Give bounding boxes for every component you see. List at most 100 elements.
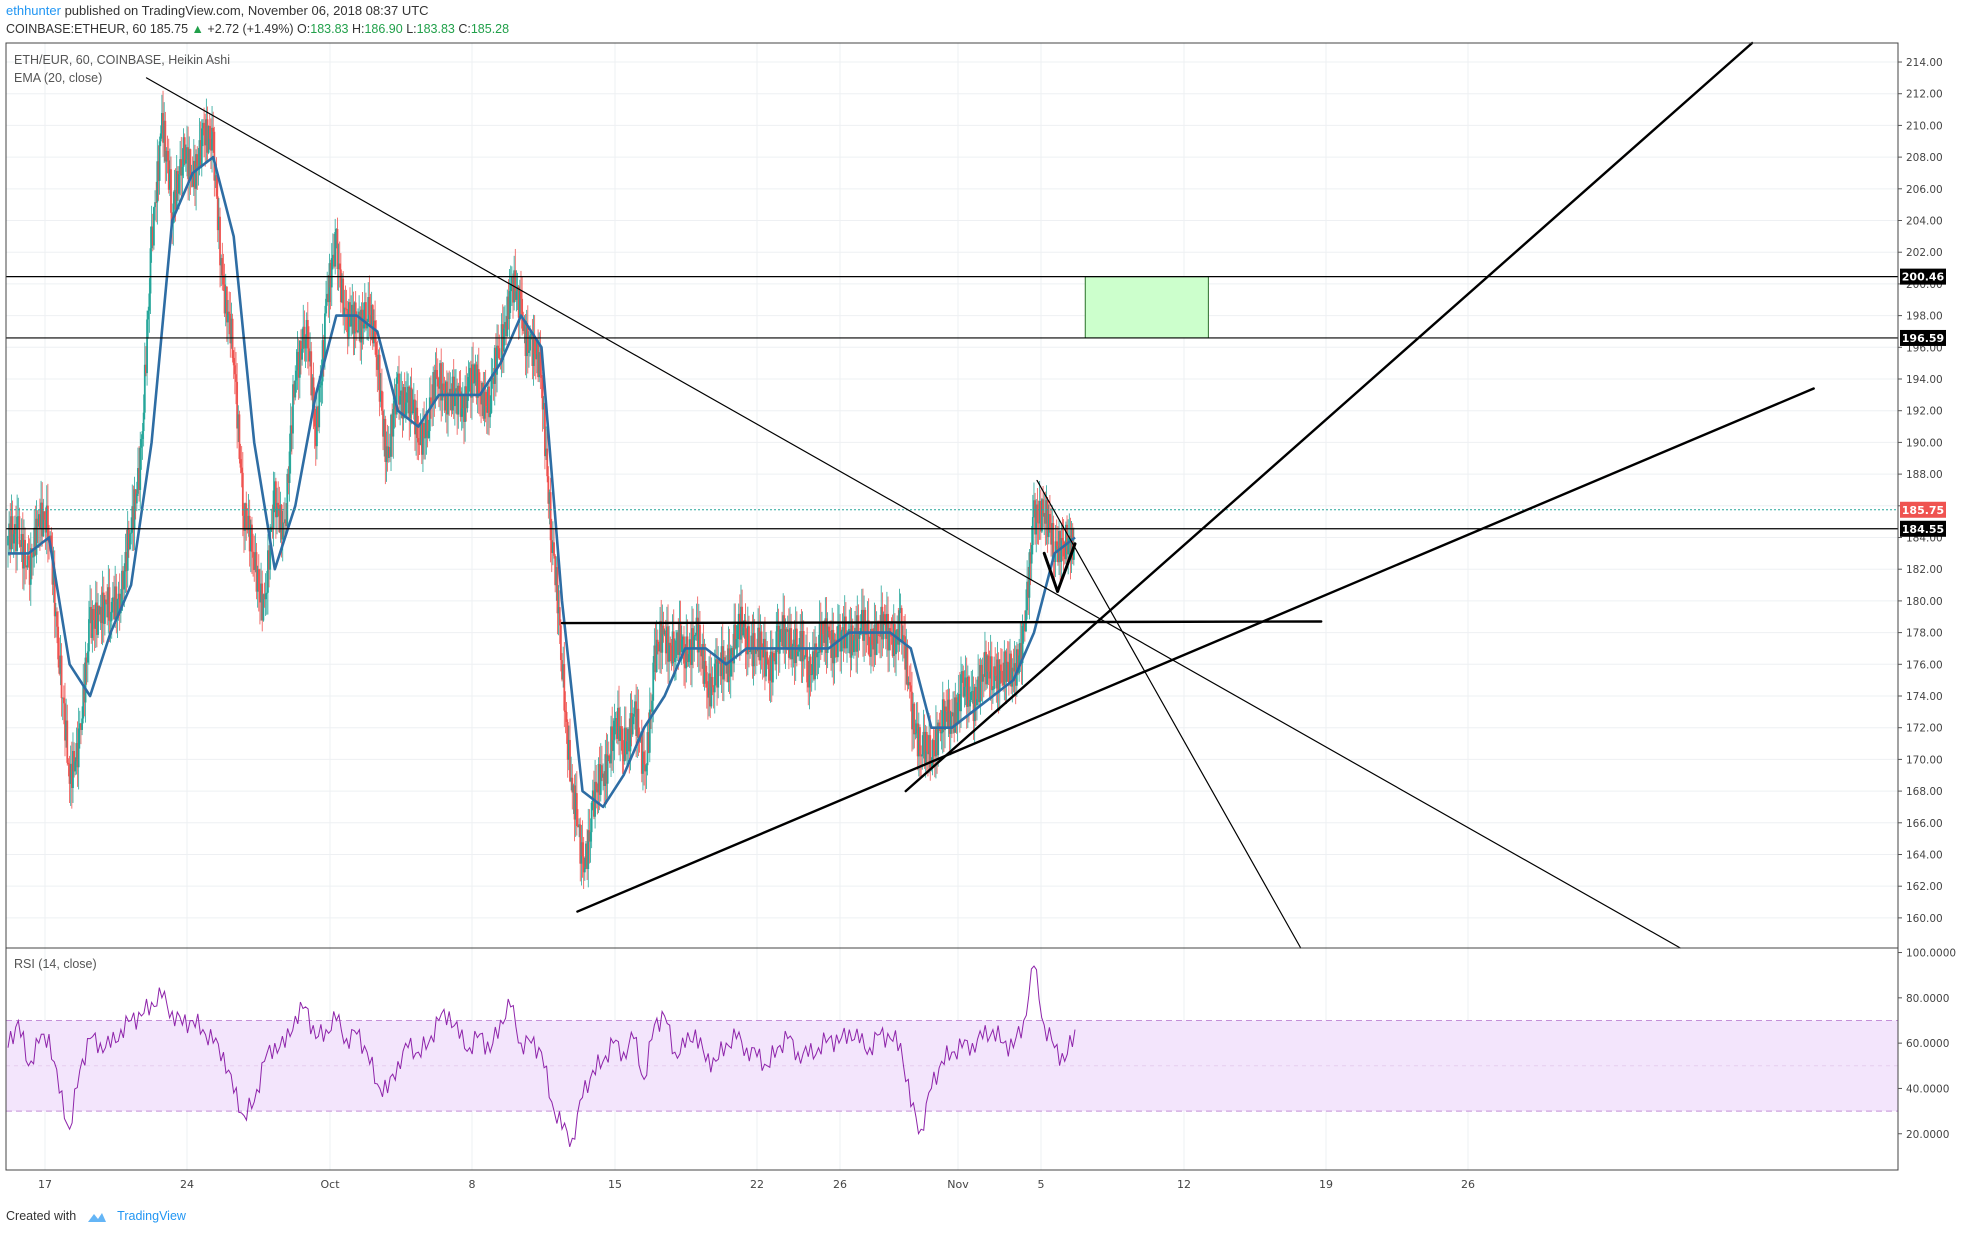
trendline-drawings[interactable] [6, 41, 1898, 949]
candle-body [574, 793, 577, 820]
time-tick-label[interactable]: 5 [1038, 1178, 1045, 1191]
rsi-tick-label[interactable]: 60.0000 [1906, 1038, 1949, 1050]
rsi-axis[interactable]: 20.0000 40.0000 60.0000 80.0000 100.0000 [1898, 948, 1956, 1141]
candle-body [520, 290, 522, 299]
candle-body [260, 583, 262, 603]
price-tick-label[interactable]: 174.00 [1906, 691, 1943, 703]
candle-body [26, 555, 29, 568]
rsi-tick-label[interactable]: 100.0000 [1906, 948, 1956, 960]
time-tick-label[interactable]: 15 [608, 1178, 622, 1191]
candle-body [418, 442, 421, 445]
candle-body [984, 651, 986, 677]
price-tick-label[interactable]: 162.00 [1906, 881, 1943, 893]
candle-body [988, 671, 991, 679]
candle-body [636, 708, 639, 737]
candle-body [637, 708, 640, 738]
candle-body [532, 336, 535, 367]
price-tick-label[interactable]: 190.00 [1906, 437, 1943, 449]
candle-body [200, 128, 203, 167]
price-tick-label[interactable]: 188.00 [1906, 469, 1943, 481]
time-tick-label[interactable]: Nov [947, 1178, 969, 1191]
time-axis[interactable]: 17 24 Oct 8 15 22 26 Nov 5 12 19 26 [38, 1178, 1475, 1191]
candle-body [586, 843, 588, 870]
descending-trendline[interactable] [145, 77, 1681, 949]
price-tick-label[interactable]: 212.00 [1906, 89, 1943, 101]
candle-body [533, 336, 536, 354]
candle-body [966, 676, 969, 707]
tradingview-brand[interactable]: TradingView [117, 1209, 186, 1223]
rsi-legend[interactable]: RSI (14, close) [14, 957, 97, 971]
green-target-zone[interactable] [1084, 276, 1209, 339]
neckline-trendline[interactable] [560, 620, 1323, 625]
time-tick-label[interactable]: 19 [1319, 1178, 1333, 1191]
candle-body [465, 386, 468, 409]
candle-body [597, 764, 600, 793]
rsi-pane-frame [5, 947, 1899, 1171]
candle-body [970, 691, 973, 700]
price-tick-label[interactable]: 198.00 [1906, 311, 1943, 323]
candle-body [442, 383, 445, 391]
candle-body [1043, 513, 1046, 517]
candle-body [75, 743, 78, 762]
time-tick-label[interactable]: 26 [833, 1178, 847, 1191]
candle-body [73, 750, 76, 772]
candle-body [704, 660, 707, 673]
price-tick-label[interactable]: 192.00 [1906, 406, 1943, 418]
price-tick-label[interactable]: 160.00 [1906, 913, 1943, 925]
rsi-tick-label[interactable]: 80.0000 [1906, 993, 1949, 1005]
candle-body [766, 651, 769, 660]
price-tick-label[interactable]: 202.00 [1906, 247, 1943, 259]
candle-body [394, 400, 397, 415]
rsi-tick-label[interactable]: 40.0000 [1906, 1083, 1949, 1095]
price-tick-label[interactable]: 178.00 [1906, 628, 1943, 640]
time-tick-label[interactable]: 8 [469, 1178, 476, 1191]
price-tick-label[interactable]: 172.00 [1906, 723, 1943, 735]
time-tick-label[interactable]: Oct [320, 1178, 340, 1191]
ascending-support-trendline[interactable] [576, 387, 1815, 913]
price-tick-label[interactable]: 166.00 [1906, 818, 1943, 830]
steep-ascending-trendline[interactable] [904, 41, 1754, 793]
candle-body [203, 122, 205, 136]
price-tick-label[interactable]: 206.00 [1906, 184, 1943, 196]
candle-body [100, 606, 103, 624]
close-label: C: [458, 22, 471, 36]
candle-body [635, 701, 638, 737]
candle-body [767, 659, 770, 670]
price-tick-label[interactable]: 204.00 [1906, 216, 1943, 228]
pennant-upper-trendline[interactable] [1036, 479, 1302, 949]
price-tick-label[interactable]: 194.00 [1906, 374, 1943, 386]
ema-legend[interactable]: EMA (20, close) [14, 71, 102, 85]
price-tick-label[interactable]: 210.00 [1906, 120, 1943, 132]
price-tick-label[interactable]: 214.00 [1906, 57, 1943, 69]
time-tick-label[interactable]: 24 [180, 1178, 194, 1191]
time-tick-label[interactable]: 26 [1461, 1178, 1475, 1191]
price-tick-label[interactable]: 164.00 [1906, 849, 1943, 861]
price-tick-label[interactable]: 182.00 [1906, 564, 1943, 576]
checkmark-right-stroke[interactable] [1056, 542, 1077, 593]
candle-body [850, 625, 853, 658]
price-tick-label[interactable]: 170.00 [1906, 754, 1943, 766]
price-tick-label[interactable]: 180.00 [1906, 596, 1943, 608]
price-tick-label[interactable]: 208.00 [1906, 152, 1943, 164]
author-link[interactable]: ethhunter [6, 3, 61, 18]
candle-body [173, 190, 176, 204]
candle-body [878, 634, 880, 636]
main-legend[interactable]: ETH/EUR, 60, COINBASE, Heikin Ashi [14, 53, 230, 67]
time-tick-label[interactable]: 12 [1177, 1178, 1191, 1191]
candle-body [956, 702, 959, 724]
price-axis[interactable]: 160.00 162.00 164.00 166.00 168.00 170.00 172.… [1898, 57, 1943, 925]
checkmark-left-stroke[interactable] [1042, 551, 1060, 593]
candle-body [889, 628, 892, 635]
candle-body [463, 395, 465, 422]
candle-body [449, 388, 452, 396]
candle-body [142, 412, 145, 432]
candle-body [713, 663, 716, 693]
price-tick-label[interactable]: 168.00 [1906, 786, 1943, 798]
price-tick-label[interactable]: 176.00 [1906, 659, 1943, 671]
candle-body [949, 712, 952, 734]
candle-body [697, 625, 700, 653]
time-tick-label[interactable]: 17 [38, 1178, 52, 1191]
rsi-tick-label[interactable]: 20.0000 [1906, 1129, 1949, 1141]
time-tick-label[interactable]: 22 [750, 1178, 764, 1191]
